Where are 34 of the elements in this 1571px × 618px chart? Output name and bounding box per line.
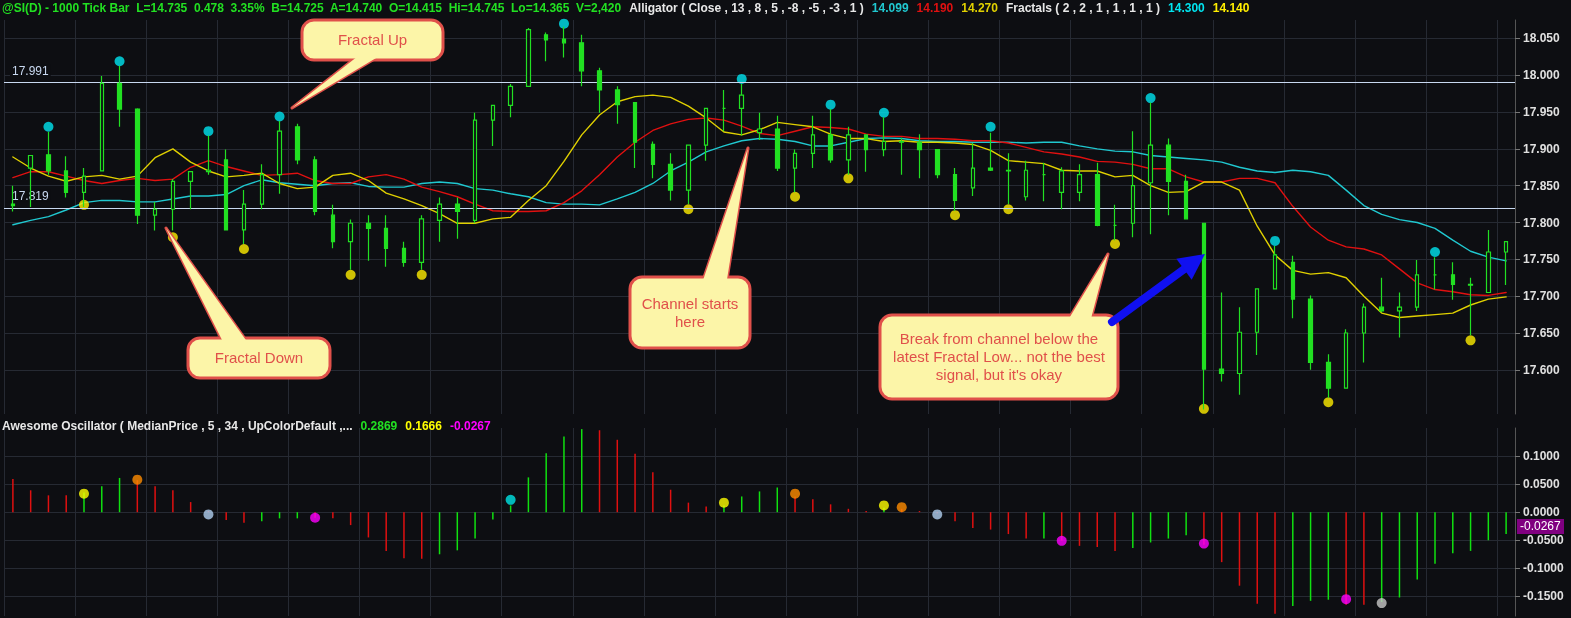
y-tick-label: 18.050 [1523, 31, 1561, 46]
y-tick-label: 17.700 [1523, 289, 1561, 304]
text: 14.099 [871, 1, 909, 15]
annotation: Channel starts here [640, 293, 740, 332]
y-tick-label: 0.0000 [1523, 505, 1561, 520]
y-tick-label: 17.650 [1523, 325, 1561, 340]
y-tick-label: 17.900 [1523, 141, 1561, 156]
annotation: Break from channel below the latest Fractal Low... not the best signal, but it's okay [892, 329, 1106, 385]
y-tick-label: 17.950 [1523, 105, 1561, 120]
annotation: 0.2869 [360, 419, 398, 433]
annotation: 0.1666 [405, 419, 442, 433]
ref-line-label: 17.991 [12, 63, 50, 78]
text: 14.300 [1168, 1, 1205, 15]
y-tick-label: 17.750 [1523, 252, 1561, 267]
y-tick-label: 0.0500 [1523, 477, 1561, 492]
y-tick-label: -0.1000 [1523, 561, 1565, 576]
y-tick-label: 17.800 [1523, 215, 1561, 230]
annotation: -0.0267 [449, 419, 491, 433]
y-tick-label: -0.0500 [1523, 533, 1565, 548]
y-tick-label: 17.600 [1523, 362, 1561, 377]
chart-title: @SI(D) - 1000 Tick Bar L=14.735 0.478 3.35% B=14.725 A=14.740 O=14.415 Hi=14.745 Lo=14.365 V=2,420 [2, 1, 622, 15]
text: 14.190 [916, 1, 954, 15]
annotation: Fractal Down [213, 348, 305, 368]
text: 14.140 [1212, 1, 1250, 15]
y-tick-label: 0.1000 [1523, 449, 1561, 464]
text: 14.270 [961, 1, 998, 15]
text: -0.0267 [1517, 519, 1564, 534]
y-tick-label: 17.850 [1523, 178, 1561, 193]
annotation: Fractal Up [336, 30, 409, 50]
y-tick-label: 18.000 [1523, 68, 1561, 83]
chart-title: Awesome Oscillator ( MedianPrice , 5 , 34 , UpColorDefault ,... [2, 419, 353, 433]
text: Fractals ( 2 , 2 , 1 , 1 , 1 , 1 ) [1005, 1, 1161, 15]
y-tick-label: -0.1500 [1523, 589, 1565, 604]
text: Alligator ( Close , 13 , 8 , 5 , -8 , -5 , -3 , 1 ) [629, 1, 864, 15]
